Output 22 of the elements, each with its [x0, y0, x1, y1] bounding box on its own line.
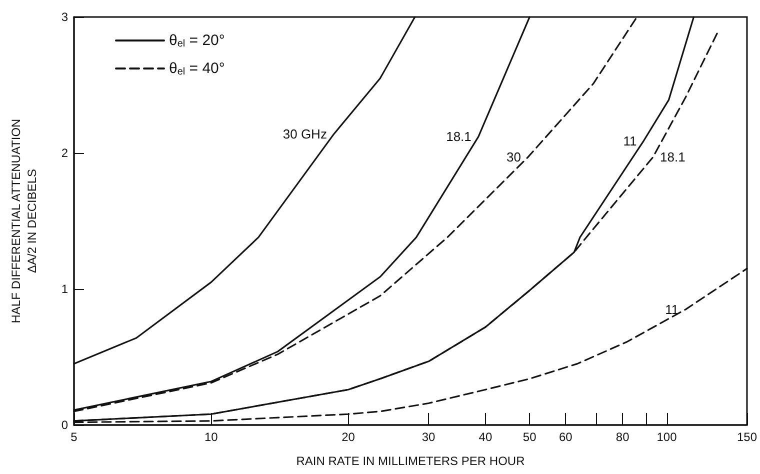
annotation: 30 — [506, 150, 522, 165]
x-tick-label: 10 — [204, 430, 218, 444]
annotation: 18.1 — [446, 129, 472, 144]
annotation: 11 — [665, 302, 679, 317]
y-tick-label: 0 — [61, 418, 68, 432]
y-tick-label: 3 — [61, 10, 68, 24]
y-axis-title: HALF DIFFERENTIAL ATTENUATION ΔA/2 IN DECIBELS — [9, 118, 39, 324]
x-tick-label: 40 — [478, 430, 492, 444]
x-tick-label: 5 — [70, 430, 78, 444]
x-tick-label: 20 — [342, 430, 356, 444]
annotation: 11 — [623, 133, 637, 148]
x-tick-label: 50 — [522, 430, 537, 444]
annotation: 18.1 — [660, 150, 686, 165]
x-tick-label: 100 — [656, 430, 678, 444]
x-tick-label: 30 — [422, 430, 436, 444]
x-tick-label: 80 — [616, 430, 630, 444]
x-axis-title: RAIN RATE IN MILLIMETERS PER HOUR — [296, 454, 526, 468]
x-tick-label: 150 — [736, 430, 758, 444]
x-tick-label: 60 — [559, 430, 573, 444]
annotation: 30 GHz — [282, 126, 327, 142]
y-tick-label: 2 — [61, 146, 68, 160]
y-tick-label: 1 — [61, 282, 68, 296]
